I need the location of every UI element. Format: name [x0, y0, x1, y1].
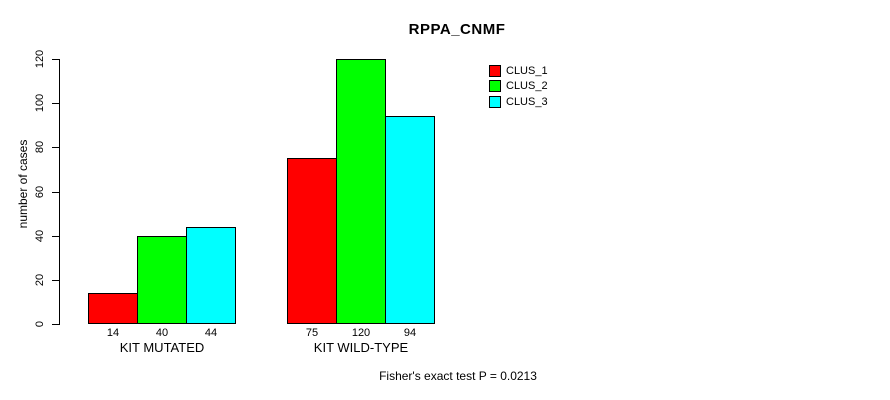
legend-label: CLUS_3: [506, 95, 548, 108]
bar-value-label: 44: [204, 327, 218, 339]
bar-clus_1-1: [88, 293, 138, 324]
bar-value-label: 75: [305, 327, 319, 339]
y-tick-label: 0: [34, 320, 46, 328]
legend-label: CLUS_2: [506, 80, 548, 93]
y-tick-label: 100: [34, 93, 46, 113]
category-label: KIT WILD-TYPE: [313, 340, 409, 355]
bar-value-label: 120: [351, 327, 371, 339]
footer-note: Fisher's exact test P = 0.0213: [379, 369, 537, 383]
y-tick-mark: [52, 59, 59, 60]
bar-clus_2-1: [137, 236, 187, 324]
category-label: KIT MUTATED: [119, 340, 205, 355]
y-tick-mark: [52, 236, 59, 237]
bar-value-label: 94: [403, 327, 417, 339]
legend-item-clus_1: CLUS_1: [489, 63, 548, 79]
bar-clus_2-2: [336, 59, 386, 324]
bar-clus_3-2: [385, 116, 435, 324]
bar-value-label: 40: [155, 327, 169, 339]
y-axis-line: [59, 59, 60, 325]
y-tick-label: 120: [34, 49, 46, 69]
y-tick-mark: [52, 192, 59, 193]
y-tick-label: 60: [34, 185, 46, 199]
bar-clus_1-2: [287, 158, 337, 324]
legend-label: CLUS_1: [506, 64, 548, 77]
y-tick-label: 20: [34, 273, 46, 287]
bar-value-label: 14: [106, 327, 120, 339]
y-tick-mark: [52, 103, 59, 104]
bar-clus_3-1: [186, 227, 236, 324]
y-tick-mark: [52, 324, 59, 325]
legend-item-clus_2: CLUS_2: [489, 79, 548, 95]
y-tick-label: 40: [34, 229, 46, 243]
legend-swatch-icon: [489, 80, 501, 93]
y-tick-mark: [52, 280, 59, 281]
legend-swatch-icon: [489, 64, 501, 77]
legend: CLUS_1 CLUS_2 CLUS_3: [489, 63, 548, 110]
y-tick-label: 80: [34, 140, 46, 154]
y-tick-mark: [52, 147, 59, 148]
chart-title: RPPA_CNMF: [408, 21, 506, 38]
legend-swatch-icon: [489, 95, 501, 108]
legend-item-clus_3: CLUS_3: [489, 94, 548, 110]
